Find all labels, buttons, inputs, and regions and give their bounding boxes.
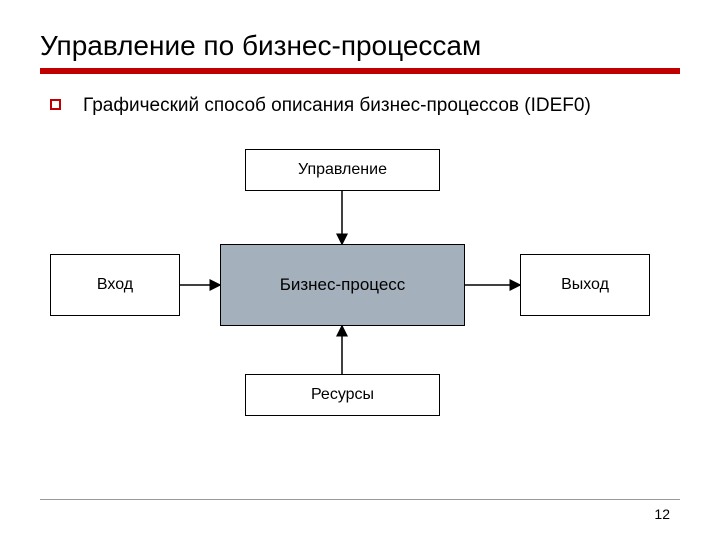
diagram-node-resources: Ресурсы (245, 374, 440, 416)
bullet-item: Графический способ описания бизнес-проце… (50, 94, 680, 119)
title-underline (40, 68, 680, 74)
footer-divider (40, 499, 680, 500)
diagram-node-input: Вход (50, 254, 180, 316)
diagram-node-output: Выход (520, 254, 650, 316)
idef0-diagram: Управление Вход Бизнес-процесс Выход Ресурсы (40, 149, 680, 439)
diagram-node-process: Бизнес-процесс (220, 244, 465, 326)
slide-title: Управление по бизнес-процессам (40, 30, 680, 62)
square-bullet-icon (50, 99, 61, 110)
diagram-node-control: Управление (245, 149, 440, 191)
page-number: 12 (654, 506, 670, 522)
bullet-text: Графический способ описания бизнес-проце… (83, 94, 591, 119)
